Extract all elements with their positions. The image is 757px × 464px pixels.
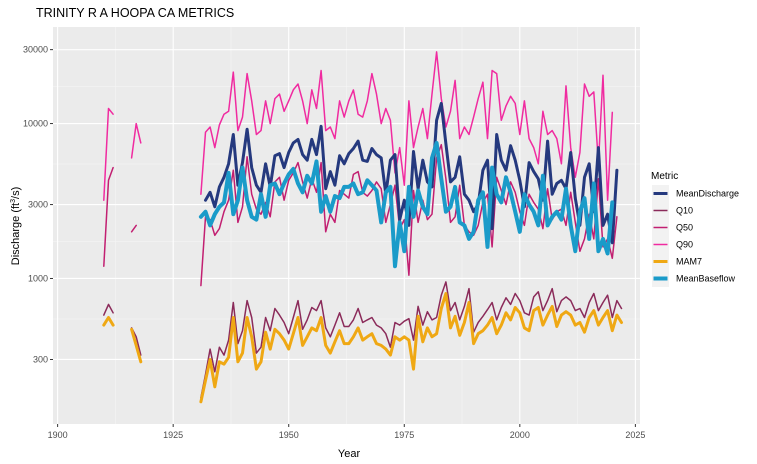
x-tick-label: 1975	[394, 430, 414, 440]
series-line-q90	[103, 51, 614, 201]
series-lines	[102, 51, 623, 404]
series-line-meanbaseflow	[198, 140, 615, 269]
x-tick-label: 1900	[48, 430, 68, 440]
y-tick-label: 1000	[28, 273, 48, 283]
legend-label-mam7: MAM7	[676, 257, 702, 267]
series-line-meandischarge	[204, 101, 619, 245]
y-tick-label: 30000	[23, 45, 48, 55]
legend-label-q10: Q10	[676, 206, 693, 216]
x-tick-label: 2025	[625, 430, 645, 440]
y-axis-title: Discharge (ft3/s)	[10, 187, 22, 266]
x-tick-label: 1950	[279, 430, 299, 440]
legend-label-q90: Q90	[676, 240, 693, 250]
y-tick-label: 300	[33, 354, 48, 364]
series-line-q50	[103, 143, 618, 287]
x-axis-title: Year	[338, 448, 361, 460]
legend-label-q50: Q50	[676, 223, 693, 233]
series-line-mam7	[102, 292, 623, 404]
x-tick-label: 2000	[510, 430, 530, 440]
x-tick-label: 1925	[163, 430, 183, 440]
y-tick-label: 3000	[28, 200, 48, 210]
y-axis-ticks: 300 1000 3000 10000 30000	[23, 45, 53, 364]
y-tick-label: 10000	[23, 119, 48, 129]
legend-title: Metric	[651, 171, 678, 182]
legend-label-meanbaseflow: MeanBaseflow	[676, 274, 736, 284]
legend-label-meandischarge: MeanDischarge	[676, 189, 739, 199]
x-axis-ticks: 1900 1925 1950 1975 2000 2025	[48, 424, 645, 440]
legend: Metric MeanDischarge Q10 Q50 Q90 MAM7 MeanBas…	[651, 171, 739, 287]
chart-title: TRINITY R A HOOPA CA METRICS	[36, 6, 234, 20]
